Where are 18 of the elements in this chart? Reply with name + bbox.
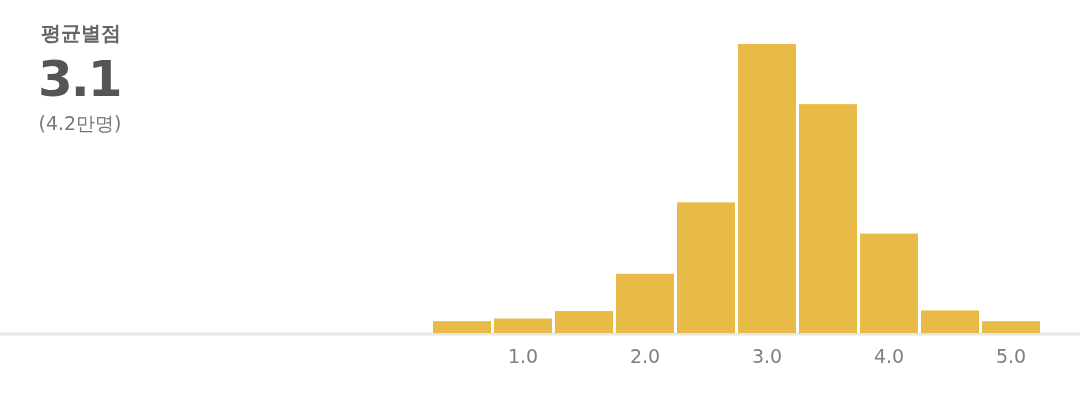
bar [494,318,552,333]
x-tick-label: 5.0 [995,345,1027,367]
text: 평균별점 [41,21,121,45]
text: (4.2만명) [38,112,122,134]
bar [677,202,735,333]
bar [616,273,674,333]
bar [738,44,796,333]
bar [433,321,491,333]
x-tick-label: 1.0 [507,345,539,367]
x-tick-label: 4.0 [873,345,905,367]
x-tick-label: 3.0 [751,345,783,367]
x-tick-label: 2.0 [629,345,661,367]
bar [799,104,857,333]
bar [555,311,613,333]
bar [921,310,979,333]
bar [982,321,1040,333]
bar [860,233,918,333]
chart-subtitle: 3.1 [38,50,121,108]
